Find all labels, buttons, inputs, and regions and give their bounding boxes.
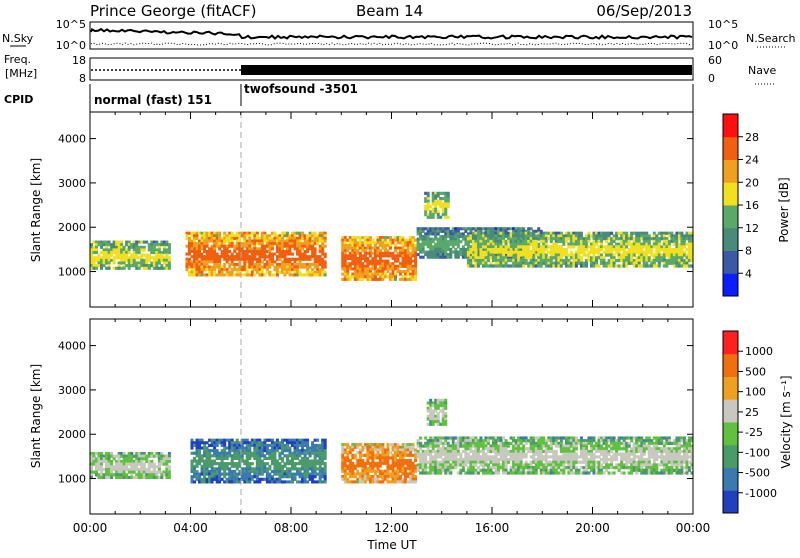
heatmap-cell [585, 264, 588, 267]
power-colorbar-label: Power [dB] [777, 177, 791, 242]
heatmap-cell [449, 256, 452, 259]
heatmap-cell [316, 439, 319, 442]
colorbar-tick-label: 16 [745, 199, 759, 212]
colorbar-swatch [723, 273, 738, 296]
nave-tick-bottom: 0 [708, 72, 715, 85]
colorbar-tick-label: 4 [745, 267, 752, 280]
colorbar-swatch [723, 137, 738, 160]
heatmap-cell [324, 245, 327, 248]
colorbar-swatch [723, 251, 738, 274]
heatmap-cell [291, 253, 294, 256]
power-panel: 1000 2000 3000 4000 Slant Range [km] [29, 112, 694, 307]
heatmap-cell [497, 471, 500, 474]
cpid-mode-twofsound: twofsound -3501 [244, 82, 358, 96]
noise-left-tick-top: 10^5 [56, 18, 86, 31]
power-colorbar: 4 8 12 16 20 24 28 Power [dB] [723, 114, 791, 297]
noise-panel: N.Sky 10^5 10^0 10^5 10^0 N.Search [2, 18, 796, 52]
heatmap-cell [414, 480, 417, 483]
heatmap-cell [143, 248, 146, 251]
noise-left-label: N.Sky [2, 32, 34, 45]
heatmap-cell [414, 459, 417, 462]
heatmap-cell [389, 247, 392, 250]
y-tick-label: 2000 [58, 221, 86, 234]
noise-right-label: N.Search [746, 32, 796, 45]
noise-sky-trace [91, 29, 692, 38]
freq-trace-twofsound [241, 65, 692, 75]
noise-right-tick-top: 10^5 [708, 18, 738, 31]
colorbar-tick-label: 12 [745, 222, 759, 235]
cpid-label: CPID [4, 93, 33, 106]
heatmap-cell [168, 251, 171, 254]
cpid-mode-normal: normal (fast) 151 [94, 93, 212, 107]
freq-label-1: Freq. [4, 53, 31, 66]
y-tick-label: 1000 [58, 266, 86, 279]
noise-right-tick-bottom: 10^0 [708, 39, 738, 52]
colorbar-swatch [723, 114, 738, 137]
heatmap-cell [324, 457, 327, 460]
colorbar-tick-label: 20 [745, 176, 759, 189]
heatmap-cell [658, 264, 661, 267]
heatmap-cell [168, 476, 171, 479]
power-y-label: Slant Range [km] [29, 158, 43, 262]
heatmap-cell [271, 247, 274, 250]
y-tick-label: 4000 [58, 133, 86, 146]
heatmap-cell [449, 471, 452, 474]
heatmap-cell [168, 460, 171, 463]
heatmap-cell [432, 216, 435, 219]
freq-tick-top: 18 [72, 54, 86, 67]
colorbar-tick-label: 24 [745, 154, 759, 167]
station-title: Prince George (fitACF) [90, 2, 256, 20]
freq-label-2: [MHz] [5, 67, 37, 80]
heatmap-cell [324, 239, 327, 242]
colorbar-tick-label: 8 [745, 245, 752, 258]
y-tick-label: 3000 [58, 177, 86, 190]
noise-search-trace [91, 43, 692, 45]
heatmap-cell [447, 216, 450, 219]
colorbar-swatch [723, 160, 738, 183]
colorbar-swatch [723, 228, 738, 251]
heatmap-cell [447, 205, 450, 208]
frequency-panel: Freq. [MHz] 18 8 60 0 Nave [4, 53, 776, 85]
cpid-panel: CPID normal (fast) 151 twofsound -3501 [4, 82, 693, 112]
heatmap-cell [414, 278, 417, 281]
heatmap-cell [394, 278, 397, 281]
heatmap-cell [168, 267, 171, 270]
heatmap-cell [324, 480, 327, 483]
noise-left-tick-bottom: 10^0 [56, 39, 86, 52]
heatmap-cell [324, 266, 327, 269]
heatmap-cell [324, 273, 327, 276]
date-title: 06/Sep/2013 [596, 2, 692, 20]
colorbar-swatch [723, 182, 738, 205]
freq-tick-bottom: 8 [79, 72, 86, 85]
beam-title: Beam 14 [356, 2, 423, 20]
heatmap-cell [108, 267, 111, 270]
nave-tick-top: 60 [708, 54, 722, 67]
heatmap-cell [251, 462, 254, 465]
nave-label: Nave [748, 64, 776, 77]
colorbar-tick-label: 28 [745, 131, 759, 144]
colorbar-swatch [723, 205, 738, 228]
heatmap-cell [113, 261, 116, 264]
heatmap-cell [324, 255, 327, 258]
heatmap-cell [419, 436, 422, 439]
